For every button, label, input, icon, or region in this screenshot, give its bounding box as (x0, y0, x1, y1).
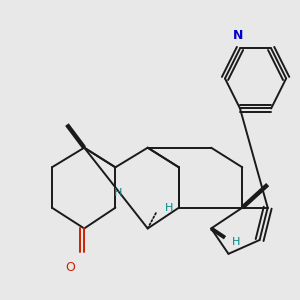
Text: H: H (232, 237, 240, 247)
Text: N: N (232, 28, 243, 41)
Text: H: H (113, 188, 122, 198)
Text: O: O (65, 261, 75, 274)
Text: H: H (165, 203, 173, 213)
